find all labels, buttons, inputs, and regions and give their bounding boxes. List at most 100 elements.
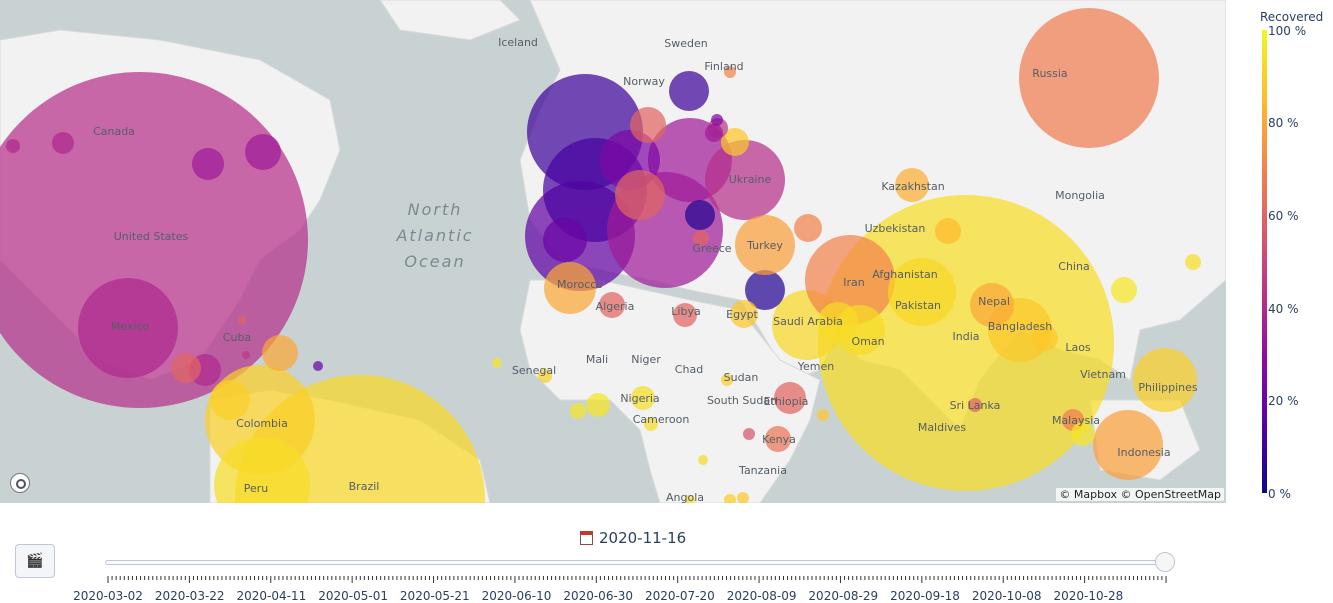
country-bubble[interactable] bbox=[935, 218, 961, 244]
country-bubble[interactable] bbox=[586, 393, 610, 417]
country-bubble[interactable] bbox=[774, 382, 806, 414]
country-bubble[interactable] bbox=[1071, 422, 1095, 446]
country-label-layer: Iceland Sweden Finland Norway Russia Canada Ka… bbox=[93, 36, 1198, 503]
country-bubble[interactable] bbox=[262, 335, 298, 371]
colorbar-tick: 20 % bbox=[1268, 394, 1299, 408]
colorbar-title: Recovered bbox=[1260, 10, 1324, 24]
country-bubble[interactable] bbox=[711, 114, 723, 126]
country-label: Turkey bbox=[746, 239, 783, 252]
country-label: Bangladesh bbox=[988, 320, 1053, 333]
play-button[interactable]: 🎬 bbox=[15, 544, 55, 578]
country-bubble[interactable] bbox=[743, 428, 755, 440]
country-bubble[interactable] bbox=[52, 132, 74, 154]
country-bubble[interactable] bbox=[817, 409, 829, 421]
country-bubble[interactable] bbox=[745, 270, 785, 310]
country-bubble[interactable] bbox=[242, 351, 250, 359]
country-label: Cuba bbox=[223, 331, 251, 344]
country-label: South Sudan bbox=[707, 394, 777, 407]
country-bubble[interactable] bbox=[238, 316, 246, 324]
country-bubble[interactable] bbox=[685, 495, 695, 503]
country-bubble[interactable] bbox=[735, 215, 795, 275]
country-bubble[interactable] bbox=[538, 369, 552, 383]
country-bubble[interactable] bbox=[968, 398, 982, 412]
country-bubble[interactable] bbox=[669, 71, 709, 111]
country-bubble[interactable] bbox=[693, 230, 709, 246]
country-label: Saudi Arabia bbox=[773, 315, 843, 328]
country-bubble[interactable] bbox=[1032, 325, 1058, 351]
country-bubble[interactable] bbox=[245, 134, 281, 170]
colorbar-tick: 80 % bbox=[1268, 116, 1299, 130]
country-label: Ethiopia bbox=[764, 395, 809, 408]
country-bubble[interactable] bbox=[818, 302, 858, 342]
country-bubble[interactable] bbox=[1185, 254, 1201, 270]
country-label: Mexico bbox=[111, 320, 150, 333]
time-slider-handle[interactable] bbox=[1155, 552, 1175, 572]
country-bubble[interactable] bbox=[794, 214, 822, 242]
country-label: Morocco bbox=[557, 278, 603, 291]
country-label: Kazakhstan bbox=[881, 180, 944, 193]
country-label: Nigeria bbox=[620, 392, 659, 405]
country-bubble[interactable] bbox=[599, 292, 625, 318]
country-bubble[interactable] bbox=[1111, 277, 1137, 303]
country-bubble[interactable] bbox=[630, 107, 666, 143]
country-bubble[interactable] bbox=[895, 168, 929, 202]
country-bubble[interactable] bbox=[214, 437, 310, 503]
mapbox-logo-icon[interactable] bbox=[10, 473, 30, 493]
country-bubble[interactable] bbox=[698, 455, 708, 465]
country-bubble[interactable] bbox=[805, 235, 895, 325]
country-bubble[interactable] bbox=[705, 124, 723, 142]
country-bubble[interactable] bbox=[644, 417, 658, 431]
country-bubble[interactable] bbox=[721, 128, 749, 156]
country-bubble[interactable] bbox=[631, 386, 655, 410]
colorbar-tick: 60 % bbox=[1268, 209, 1299, 223]
world-map[interactable]: Iceland Sweden Finland Norway Russia Canada Ka… bbox=[0, 0, 1226, 503]
current-date-label: 2020-11-16 bbox=[580, 529, 686, 547]
country-bubble[interactable] bbox=[1133, 348, 1197, 412]
country-bubble[interactable] bbox=[724, 66, 736, 78]
country-label: Kenya bbox=[762, 433, 796, 446]
country-bubble[interactable] bbox=[171, 353, 201, 383]
country-label: Philippines bbox=[1138, 381, 1198, 394]
country-bubble[interactable] bbox=[888, 258, 956, 326]
country-bubble[interactable] bbox=[721, 374, 733, 386]
country-label: Laos bbox=[1065, 341, 1091, 354]
country-bubble[interactable] bbox=[615, 170, 665, 220]
country-label: Malaysia bbox=[1052, 414, 1100, 427]
country-bubble[interactable] bbox=[492, 358, 502, 368]
country-bubble[interactable] bbox=[78, 278, 178, 378]
country-bubble[interactable] bbox=[313, 361, 323, 371]
country-label: Ukraine bbox=[729, 173, 772, 186]
country-label: Greece bbox=[692, 242, 731, 255]
slider-tick-label: 2020-07-20 bbox=[645, 589, 715, 603]
map-attribution[interactable]: © Mapbox © OpenStreetMap bbox=[1056, 488, 1224, 501]
country-bubble[interactable] bbox=[210, 380, 250, 420]
country-bubble[interactable] bbox=[1019, 8, 1159, 148]
country-bubble[interactable] bbox=[544, 262, 596, 314]
country-bubble[interactable] bbox=[765, 426, 791, 452]
country-label: Nepal bbox=[978, 295, 1010, 308]
slider-tick-label: 2020-06-10 bbox=[481, 589, 552, 603]
country-label: Vietnam bbox=[1080, 368, 1126, 381]
country-bubble[interactable] bbox=[737, 492, 749, 503]
country-bubble[interactable] bbox=[970, 283, 1014, 327]
country-bubble[interactable] bbox=[724, 494, 736, 503]
country-bubble[interactable] bbox=[673, 303, 697, 327]
country-bubble[interactable] bbox=[685, 200, 715, 230]
country-label: Sweden bbox=[664, 37, 707, 50]
country-bubble[interactable] bbox=[705, 140, 785, 220]
country-bubble[interactable] bbox=[543, 218, 587, 262]
country-label: Cameroon bbox=[633, 413, 690, 426]
svg-text:North: North bbox=[408, 200, 463, 219]
country-bubble[interactable] bbox=[0, 72, 308, 408]
country-bubble[interactable] bbox=[6, 139, 20, 153]
country-label: Niger bbox=[631, 353, 661, 366]
country-label: Angola bbox=[666, 491, 704, 503]
country-label: Indonesia bbox=[1117, 446, 1170, 459]
slider-tick-label: 2020-09-18 bbox=[890, 589, 960, 603]
country-bubble[interactable] bbox=[192, 148, 224, 180]
country-bubble[interactable] bbox=[570, 403, 586, 419]
time-slider-track[interactable] bbox=[105, 560, 1175, 565]
slider-tick-label: 2020-10-28 bbox=[1053, 589, 1124, 603]
country-bubble[interactable] bbox=[1093, 410, 1163, 480]
country-bubble[interactable] bbox=[730, 300, 758, 328]
